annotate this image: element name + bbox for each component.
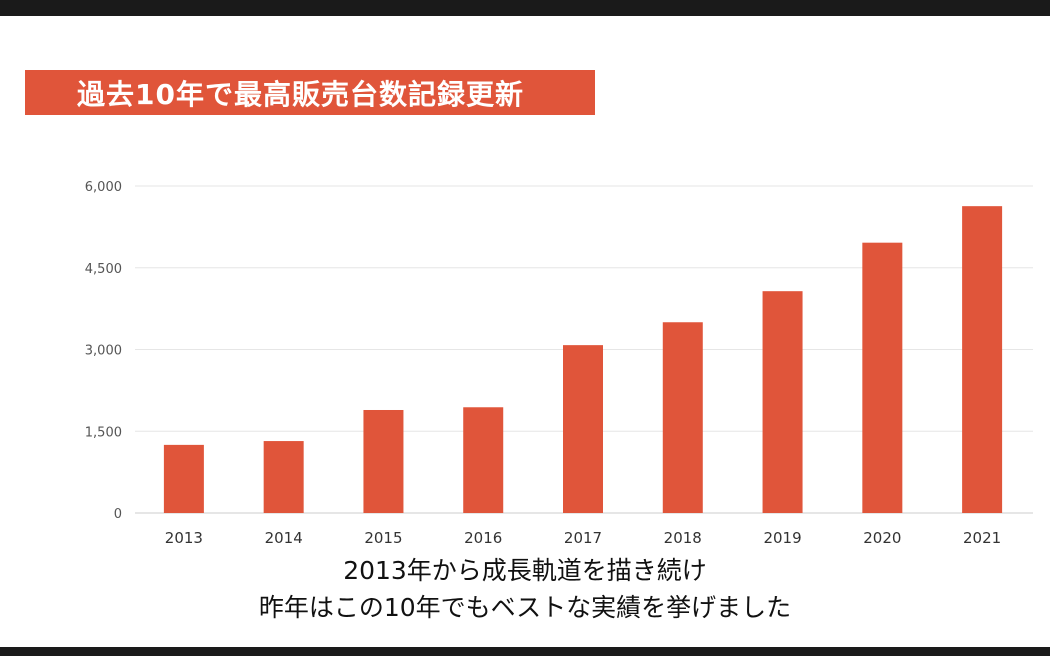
bar-2019 <box>762 291 803 513</box>
x-tick-label: 2019 <box>763 529 801 547</box>
x-tick-label: 2021 <box>963 529 1001 547</box>
bar-2020 <box>862 242 903 513</box>
bar-2021 <box>962 206 1003 514</box>
bar-2017 <box>563 345 603 513</box>
title-banner: 過去10年で最高販売台数記録更新 <box>25 70 595 115</box>
y-tick-label: 6,000 <box>85 180 122 195</box>
x-tick-label: 2016 <box>464 529 502 547</box>
x-tick-label: 2014 <box>265 529 303 547</box>
x-tick-label: 2017 <box>564 529 602 547</box>
subtitle-line-2: 昨年はこの10年でもベストな実績を挙げました <box>258 593 792 622</box>
x-tick-label: 2020 <box>863 529 901 547</box>
bar-2014 <box>263 441 304 513</box>
bar-2018 <box>662 322 703 513</box>
x-tick-label: 2018 <box>664 529 702 547</box>
page-title: 過去10年で最高販売台数記録更新 <box>77 77 524 111</box>
x-tick-label: 2015 <box>364 529 402 547</box>
y-tick-label: 0 <box>114 507 122 522</box>
bar-2016 <box>463 407 504 513</box>
bottom-letterbox-bar <box>0 647 1050 656</box>
bar-2013 <box>163 444 204 513</box>
bar-2015 <box>363 409 404 513</box>
y-tick-label: 4,500 <box>85 262 122 277</box>
top-letterbox-bar <box>0 0 1050 16</box>
y-tick-label: 1,500 <box>85 425 122 440</box>
y-tick-label: 3,000 <box>85 344 122 359</box>
x-tick-label: 2013 <box>165 529 203 547</box>
subtitle-line-1: 2013年から成長軌道を描き続け <box>343 556 707 585</box>
